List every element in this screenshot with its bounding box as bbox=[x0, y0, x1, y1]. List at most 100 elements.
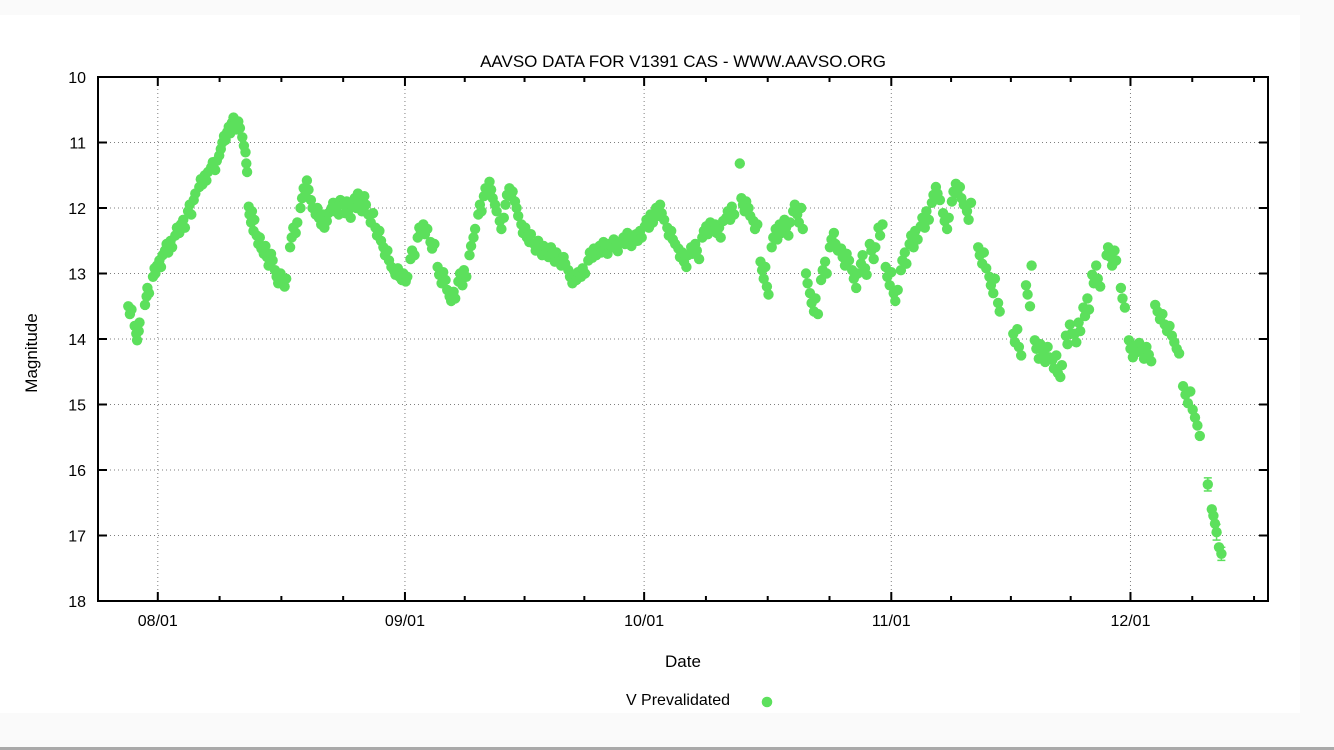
legend-marker-icon bbox=[761, 696, 773, 708]
data-point bbox=[290, 227, 301, 239]
y-tick-label: 10 bbox=[68, 70, 86, 87]
data-point bbox=[179, 222, 191, 233]
data-point bbox=[1056, 360, 1068, 371]
data-point bbox=[201, 175, 212, 186]
x-tick-label: 09/01 bbox=[385, 613, 425, 630]
data-point bbox=[166, 242, 178, 253]
data-point bbox=[1012, 324, 1023, 335]
data-point bbox=[279, 281, 290, 292]
data-point bbox=[1083, 304, 1095, 315]
data-point bbox=[186, 209, 197, 220]
data-point bbox=[321, 215, 332, 227]
data-point bbox=[1209, 518, 1221, 529]
data-point bbox=[821, 268, 832, 279]
y-tick-label: 16 bbox=[68, 463, 86, 480]
data-point bbox=[802, 278, 813, 289]
data-point bbox=[870, 242, 881, 253]
data-point bbox=[267, 255, 278, 266]
data-point bbox=[726, 201, 737, 212]
data-point bbox=[359, 191, 370, 202]
data-point bbox=[1013, 341, 1025, 353]
data-point bbox=[693, 253, 705, 265]
data-point bbox=[237, 132, 248, 143]
data-point bbox=[654, 199, 666, 210]
x-tick-label: 11/01 bbox=[872, 613, 911, 630]
data-point bbox=[828, 227, 840, 239]
data-point bbox=[884, 280, 895, 291]
data-point bbox=[241, 166, 253, 178]
data-point bbox=[1042, 341, 1053, 353]
data-point bbox=[1026, 260, 1037, 271]
data-point bbox=[1192, 420, 1203, 431]
data-point bbox=[143, 288, 155, 299]
data-point bbox=[457, 280, 468, 291]
data-point bbox=[1024, 301, 1036, 312]
data-point bbox=[1141, 341, 1152, 353]
data-point bbox=[1146, 356, 1157, 367]
plot-area: 10 11 12 13 14 15 16 17 18 08/01 09/01 10/01 11/01 12… bbox=[68, 70, 1269, 630]
data-point bbox=[131, 335, 143, 346]
data-point bbox=[468, 232, 479, 243]
data-point bbox=[1173, 348, 1185, 359]
data-point bbox=[908, 242, 919, 253]
x-axis-label: Date bbox=[665, 652, 701, 671]
data-point bbox=[579, 268, 591, 279]
data-point bbox=[1115, 282, 1127, 294]
data-point bbox=[281, 273, 292, 284]
y-tick-label: 12 bbox=[68, 201, 86, 218]
data-point bbox=[796, 202, 807, 214]
data-point bbox=[988, 288, 999, 299]
data-point bbox=[941, 223, 953, 235]
data-point bbox=[295, 202, 306, 214]
data-point bbox=[292, 217, 303, 228]
legend-label: V Prevalidated bbox=[625, 692, 730, 709]
data-point bbox=[978, 247, 989, 258]
data-point bbox=[1110, 255, 1122, 266]
data-point bbox=[1082, 293, 1093, 304]
data-point bbox=[636, 232, 647, 243]
data-point bbox=[954, 181, 966, 193]
x-tick-label: 12/01 bbox=[1110, 613, 1150, 630]
data-point bbox=[1208, 510, 1219, 521]
data-point bbox=[934, 194, 946, 206]
data-point bbox=[691, 245, 702, 256]
data-point bbox=[715, 232, 726, 243]
data-point bbox=[465, 240, 477, 252]
data-point bbox=[345, 212, 356, 223]
data-point bbox=[1164, 320, 1175, 332]
data-point bbox=[1020, 280, 1032, 291]
data-point bbox=[382, 245, 393, 256]
data-point bbox=[178, 214, 189, 225]
data-point bbox=[1064, 319, 1076, 330]
data-point bbox=[857, 250, 868, 261]
data-point bbox=[923, 214, 934, 225]
data-point bbox=[1073, 317, 1084, 328]
data-point bbox=[402, 271, 413, 282]
data-point bbox=[498, 212, 509, 223]
data-point bbox=[886, 267, 897, 278]
data-point bbox=[409, 250, 420, 261]
data-point bbox=[861, 269, 872, 280]
data-point bbox=[438, 267, 449, 278]
light-curve-chart: 10 11 12 13 14 15 16 17 18 08/01 09/01 10/01 11/01 12… bbox=[0, 15, 1300, 713]
data-point bbox=[899, 247, 910, 258]
data-point bbox=[1187, 404, 1198, 415]
y-tick-label: 14 bbox=[68, 332, 86, 349]
data-point bbox=[254, 232, 265, 243]
data-point bbox=[1189, 412, 1201, 423]
data-point bbox=[1062, 339, 1073, 350]
data-point bbox=[965, 197, 977, 208]
data-point bbox=[360, 199, 372, 210]
data-point bbox=[476, 206, 487, 217]
data-point bbox=[525, 229, 537, 240]
data-point bbox=[1071, 337, 1082, 348]
data-point bbox=[921, 206, 932, 217]
data-point bbox=[422, 223, 433, 235]
data-point bbox=[729, 209, 740, 220]
data-point bbox=[800, 268, 812, 279]
data-point bbox=[1177, 381, 1189, 392]
data-point bbox=[305, 194, 317, 206]
data-point bbox=[374, 225, 385, 237]
data-point bbox=[874, 230, 886, 241]
data-point bbox=[912, 234, 923, 245]
